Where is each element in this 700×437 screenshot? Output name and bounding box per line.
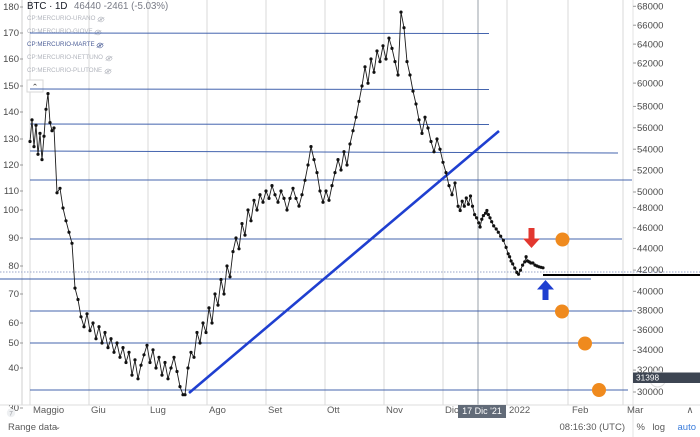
svg-text:Feb: Feb [572, 405, 588, 416]
svg-text:Mar: Mar [627, 405, 643, 416]
svg-text:100: 100 [3, 205, 19, 216]
svg-text:Range data: Range data [8, 422, 58, 433]
svg-text:70: 70 [8, 289, 19, 300]
svg-text:CP:MERCURIO-URANO: CP:MERCURIO-URANO [27, 15, 96, 22]
svg-text:66000: 66000 [637, 21, 663, 32]
svg-text:CP:MERCURIO-NETTUNO: CP:MERCURIO-NETTUNO [27, 54, 103, 61]
svg-text:34000: 34000 [637, 345, 663, 356]
svg-text:log: log [652, 422, 665, 433]
svg-text:62000: 62000 [637, 59, 663, 70]
svg-text:52000: 52000 [637, 166, 663, 177]
svg-text:Dic: Dic [445, 405, 459, 416]
svg-text:54000: 54000 [637, 145, 663, 156]
svg-text:CP:MERCURIO-PLUTONE: CP:MERCURIO-PLUTONE [27, 67, 102, 74]
svg-text:46440 -2461 (-5.03%): 46440 -2461 (-5.03%) [74, 1, 168, 12]
svg-text:48000: 48000 [637, 203, 663, 214]
svg-text:40: 40 [8, 363, 19, 374]
svg-text:Nov: Nov [386, 405, 403, 416]
svg-text:180: 180 [3, 2, 19, 13]
svg-text:150: 150 [3, 81, 19, 92]
svg-text:64000: 64000 [637, 40, 663, 51]
svg-text:Giu: Giu [91, 405, 106, 416]
svg-text:56000: 56000 [637, 123, 663, 134]
svg-text:Lug: Lug [150, 405, 166, 416]
svg-text:08:16:30 (UTC): 08:16:30 (UTC) [560, 422, 625, 433]
svg-text:Ago: Ago [209, 405, 226, 416]
svg-text:44000: 44000 [637, 244, 663, 255]
svg-text:50000: 50000 [637, 187, 663, 198]
svg-text:auto: auto [678, 422, 697, 433]
svg-text:40000: 40000 [637, 287, 663, 298]
svg-text:170: 170 [3, 28, 19, 39]
svg-text:CP:MERCURIO-MARTE: CP:MERCURIO-MARTE [27, 41, 95, 48]
svg-text:BTC · 1D: BTC · 1D [27, 1, 67, 12]
svg-text:90: 90 [8, 233, 19, 244]
svg-text:%: % [637, 422, 646, 433]
svg-text:⌃: ⌃ [32, 83, 39, 92]
svg-text:Maggio: Maggio [33, 405, 64, 416]
svg-text:38000: 38000 [637, 306, 663, 317]
svg-text:∧: ∧ [687, 405, 694, 416]
svg-text:⌄: ⌄ [55, 424, 61, 431]
svg-text:17 Dic '21: 17 Dic '21 [462, 406, 502, 416]
svg-text:30000: 30000 [637, 387, 663, 398]
svg-text:36000: 36000 [637, 325, 663, 336]
svg-text:160: 160 [3, 54, 19, 65]
svg-text:60: 60 [8, 318, 19, 329]
svg-text:130: 130 [3, 134, 19, 145]
svg-text:2022: 2022 [509, 405, 530, 416]
svg-text:Ott: Ott [327, 405, 340, 416]
svg-text:68000: 68000 [637, 2, 663, 13]
svg-text:31398: 31398 [636, 373, 659, 383]
svg-text:CP:MERCURIO-GIOVE: CP:MERCURIO-GIOVE [27, 28, 93, 35]
svg-text:60000: 60000 [637, 79, 663, 90]
svg-text:110: 110 [4, 186, 19, 197]
svg-text:Set: Set [268, 405, 283, 416]
svg-text:80: 80 [8, 261, 19, 272]
svg-text:46000: 46000 [637, 223, 663, 234]
svg-text:50: 50 [8, 338, 19, 349]
svg-text:7: 7 [9, 411, 13, 418]
svg-text:58000: 58000 [637, 102, 663, 113]
svg-text:120: 120 [3, 160, 19, 171]
svg-text:140: 140 [3, 107, 19, 118]
